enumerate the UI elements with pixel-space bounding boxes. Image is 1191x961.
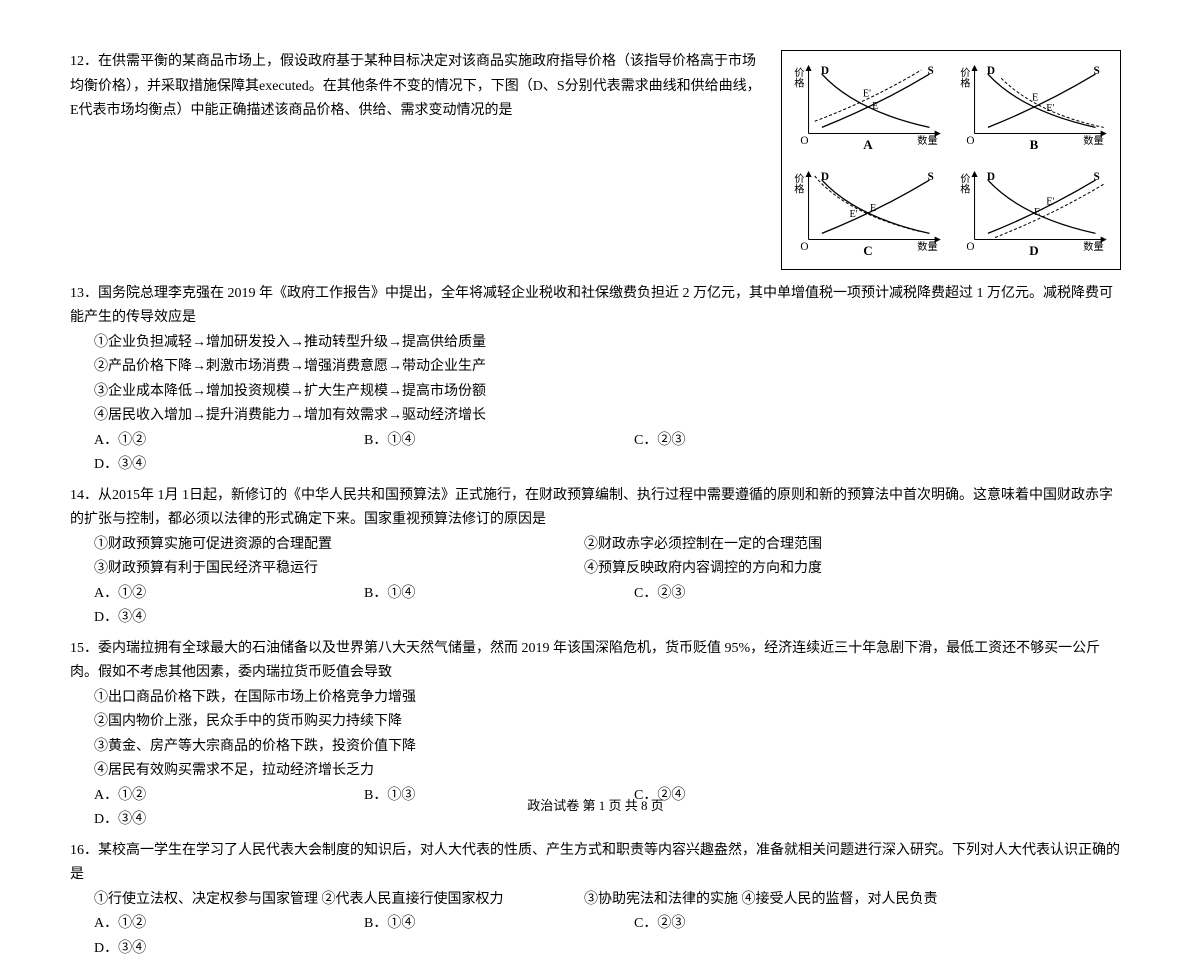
q14-opt-c: C．②③ (634, 582, 894, 607)
svg-text:E': E' (850, 209, 858, 220)
svg-text:O: O (800, 241, 808, 253)
q14-opt-a: A．①② (94, 582, 354, 607)
q15-pre-1: ①出口商品价格下跌，在国际市场上价格竞争力增强 (94, 686, 1121, 711)
question-16: 16．某校高一学生在学习了人民代表大会制度的知识后，对人大代表的性质、产生方式和… (70, 839, 1121, 961)
svg-text:S: S (1093, 65, 1099, 77)
svg-text:S: S (927, 65, 933, 77)
q16-pre-1: ①行使立法权、决定权参与国家管理 ②代表人民直接行使国家权力 (94, 888, 574, 913)
q12-num: 12． (70, 54, 98, 69)
svg-text:E: E (870, 203, 876, 214)
svg-text:D: D (821, 65, 829, 77)
q12-stem: 在供需平衡的某商品市场上，假设政府基于某种目标决定对该商品实施政府指导价格（该指… (70, 54, 761, 118)
svg-text:S: S (927, 171, 933, 183)
svg-text:数量: 数量 (1083, 240, 1104, 253)
svg-text:数量: 数量 (1083, 134, 1104, 147)
q13-opt-d: D．③④ (94, 453, 354, 478)
question-13: 13．国务院总理李克强在 2019 年《政府工作报告》中提出，全年将减轻企业税收… (70, 282, 1121, 478)
chart-d: 价格 O 数量 D S E' E D (952, 161, 1116, 265)
svg-text:E': E' (863, 89, 871, 100)
q16-opt-a: A．①② (94, 912, 354, 937)
q16-opt-c: C．②③ (634, 912, 894, 937)
q13-stem: 国务院总理李克强在 2019 年《政府工作报告》中提出，全年将减轻企业税收和社保… (70, 286, 1113, 326)
q14-stem: 从2015年 1月 1日起，新修订的《中华人民共和国预算法》正式施行，在财政预算… (70, 488, 1113, 528)
figure-supply-demand: 价格 O 数量 D S E' E A (781, 50, 1121, 270)
svg-text:S: S (1093, 171, 1099, 183)
svg-text:数量: 数量 (917, 134, 938, 147)
q13-opt-b: B．①④ (364, 429, 624, 454)
q15-pre-3: ③黄金、房产等大宗商品的价格下跌，投资价值下降 (94, 735, 1121, 760)
q16-stem: 某校高一学生在学习了人民代表大会制度的知识后，对人大代表的性质、产生方式和职责等… (70, 843, 1120, 883)
q13-pre-4: ④居民收入增加→提升消费能力→增加有效需求→驱动经济增长 (94, 404, 1121, 429)
svg-text:O: O (966, 135, 974, 147)
q15-stem: 委内瑞拉拥有全球最大的石油储备以及世界第八大天然气储量，然而 2019 年该国深… (70, 641, 1100, 681)
svg-text:D: D (987, 171, 995, 183)
svg-text:格: 格 (960, 76, 971, 89)
question-14: 14．从2015年 1月 1日起，新修订的《中华人民共和国预算法》正式施行，在财… (70, 484, 1121, 631)
page-footer: 政治试卷 第 1 页 共 8 页 (0, 795, 1191, 818)
q14-pre-4: ④预算反映政府内容调控的方向和力度 (584, 557, 1064, 582)
svg-text:O: O (966, 241, 974, 253)
svg-text:D: D (987, 65, 995, 77)
q13-opt-c: C．②③ (634, 429, 894, 454)
svg-text:数量: 数量 (917, 240, 938, 253)
q14-opt-d: D．③④ (94, 606, 354, 631)
svg-text:格: 格 (794, 76, 805, 89)
q16-opt-d: D．③④ (94, 937, 354, 961)
q15-pre-2: ②国内物价上涨，民众手中的货币购买力持续下降 (94, 710, 1121, 735)
chart-label-c: C (863, 240, 872, 263)
q13-pre-1: ①企业负担减轻→增加研发投入→推动转型升级→提高供给质量 (94, 331, 1121, 356)
svg-text:E': E' (1046, 196, 1054, 207)
q14-pre-3: ③财政预算有利于国民经济平稳运行 (94, 557, 574, 582)
svg-text:D: D (821, 171, 829, 183)
q15-num: 15． (70, 641, 98, 656)
svg-text:价: 价 (960, 173, 970, 185)
q14-num: 14． (70, 488, 98, 503)
svg-text:E': E' (1046, 103, 1054, 114)
q16-opt-b: B．①④ (364, 912, 624, 937)
svg-text:E: E (1032, 93, 1038, 104)
q13-pre-3: ③企业成本降低→增加投资规模→扩大生产规模→提高市场份额 (94, 380, 1121, 405)
svg-text:E: E (872, 101, 878, 112)
svg-text:价: 价 (960, 67, 970, 79)
q13-pre-2: ②产品价格下降→刺激市场消费→增强消费意愿→带动企业生产 (94, 355, 1121, 380)
chart-c: 价格 O 数量 D S E' E C (786, 161, 950, 265)
question-12: 价格 O 数量 D S E' E A (70, 50, 1121, 276)
chart-b: 价格 O 数量 D S E E' B (952, 55, 1116, 159)
q14-opt-b: B．①④ (364, 582, 624, 607)
q16-pre-2: ③协助宪法和法律的实施 ④接受人民的监督，对人民负责 (584, 888, 1064, 913)
svg-text:价: 价 (794, 173, 804, 185)
chart-a: 价格 O 数量 D S E' E A (786, 55, 950, 159)
q15-pre-4: ④居民有效购买需求不足，拉动经济增长乏力 (94, 759, 1121, 784)
chart-label-b: B (1030, 134, 1039, 157)
chart-label-d: D (1029, 240, 1038, 263)
svg-text:格: 格 (794, 182, 805, 195)
chart-label-a: A (863, 134, 872, 157)
q13-num: 13． (70, 286, 98, 301)
q14-pre-1: ①财政预算实施可促进资源的合理配置 (94, 533, 574, 558)
svg-text:O: O (800, 135, 808, 147)
svg-text:格: 格 (960, 182, 971, 195)
q14-pre-2: ②财政赤字必须控制在一定的合理范围 (584, 533, 1064, 558)
q13-opt-a: A．①② (94, 429, 354, 454)
q16-num: 16． (70, 843, 98, 858)
svg-text:价: 价 (794, 67, 804, 79)
svg-text:E: E (1034, 207, 1040, 218)
